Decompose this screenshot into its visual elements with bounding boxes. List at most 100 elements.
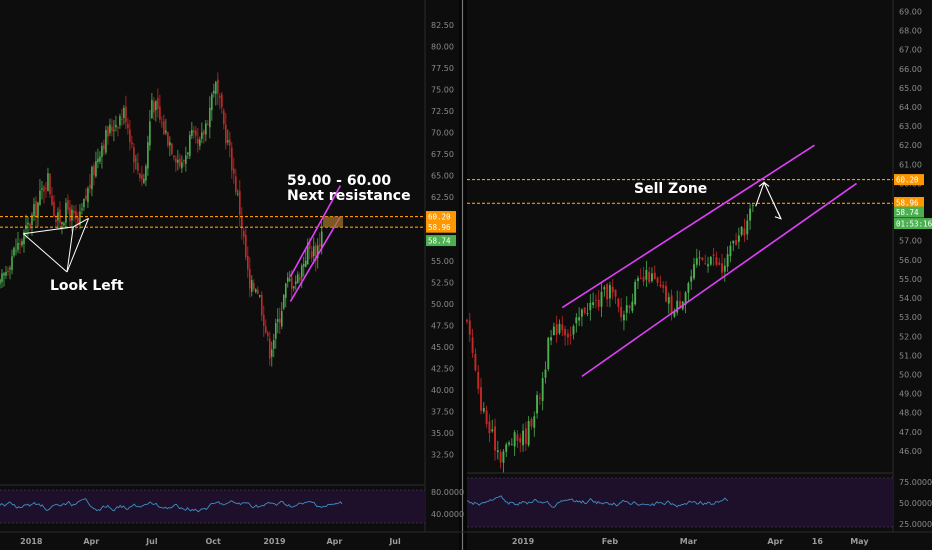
candle-body xyxy=(233,168,235,174)
candle-body xyxy=(614,289,617,297)
candle-body xyxy=(9,267,11,270)
left-chart-price-badge xyxy=(426,211,456,223)
candle-body xyxy=(167,132,169,146)
candle-body xyxy=(51,195,53,206)
candle-body xyxy=(87,188,89,203)
right-chart-y-tick-label: 47.00 xyxy=(899,428,922,437)
right-chart-y-tick-label: 50.00 xyxy=(899,370,922,379)
candle-body xyxy=(258,294,261,297)
candle-body xyxy=(95,161,97,177)
candle-body xyxy=(715,256,718,265)
candle-body xyxy=(231,147,233,171)
candle-body xyxy=(43,186,45,192)
candle-body xyxy=(175,158,177,163)
left-chart-y-tick-label: 72.50 xyxy=(431,107,454,116)
candle-body xyxy=(81,208,83,210)
right-chart-rsi-line xyxy=(466,495,729,508)
left-chart-y-tick-label: 42.50 xyxy=(431,364,454,373)
right-chart-y-tick-label: 66.00 xyxy=(899,65,922,74)
right-chart-y-tick-label: 55.00 xyxy=(899,275,922,284)
right-chart-y-tick-label: 62.00 xyxy=(899,141,922,150)
candle-body xyxy=(49,173,51,195)
candle-body xyxy=(272,340,275,349)
right-chart-x-tick-label: 16 xyxy=(812,537,824,546)
left-chart-y-tick-label: 35.00 xyxy=(431,429,454,438)
candle-body xyxy=(253,283,255,290)
candle-body xyxy=(215,81,217,94)
left-chart-x-tick-label: Jul xyxy=(388,537,401,546)
left-chart-price-badge xyxy=(426,221,456,233)
candle-body xyxy=(482,408,485,412)
right-chart-rsi-tick-label: 75.0000 xyxy=(899,478,932,487)
candle-body xyxy=(3,273,5,276)
left-chart-y-tick-label: 75.00 xyxy=(431,86,454,95)
candle-body xyxy=(304,260,307,267)
left-chart-candles xyxy=(0,72,323,367)
candle-body xyxy=(266,332,269,336)
right-chart-y-tick-label: 64.00 xyxy=(899,103,922,112)
candle-body xyxy=(617,298,620,307)
candle-body xyxy=(306,242,309,265)
left-chart-channel-upper-line xyxy=(289,185,342,277)
candle-body xyxy=(177,159,179,163)
candle-body xyxy=(135,159,137,161)
candle-body xyxy=(583,307,586,313)
candle-body xyxy=(195,130,197,136)
candle-body xyxy=(221,94,223,108)
candle-body xyxy=(153,101,155,113)
candle-body xyxy=(227,140,229,143)
candle-body xyxy=(600,291,603,307)
candle-body xyxy=(115,124,117,128)
candle-body xyxy=(622,314,625,321)
left-chart-y-tick-label: 77.50 xyxy=(431,64,454,73)
right-chart-y-tick-label: 46.00 xyxy=(899,447,922,456)
candle-body xyxy=(169,142,171,146)
forecast-arrowhead xyxy=(774,211,782,220)
candle-body xyxy=(127,123,129,129)
left-chart-y-tick-label: 47.50 xyxy=(431,322,454,331)
right-chart-y-tick-label: 67.00 xyxy=(899,46,922,55)
candle-body xyxy=(676,300,679,313)
candle-body xyxy=(123,107,125,119)
candle-body xyxy=(485,410,488,425)
right-chart-y-tick-label: 49.00 xyxy=(899,390,922,399)
candle-body xyxy=(580,309,583,317)
candle-body xyxy=(642,276,645,282)
candle-body xyxy=(217,79,219,94)
right-chart-rsi-tick-label: 50.0000 xyxy=(899,499,932,508)
candle-body xyxy=(241,216,243,229)
candle-body xyxy=(608,285,611,299)
candle-body xyxy=(93,165,95,176)
candle-body xyxy=(254,289,257,293)
candle-body xyxy=(592,302,595,306)
forecast-path-arrow xyxy=(755,181,782,219)
candle-body xyxy=(572,326,575,335)
candle-body xyxy=(687,283,690,293)
candle-body xyxy=(555,324,558,335)
next-resistance-label: Next resistance xyxy=(287,188,411,204)
candle-body xyxy=(519,438,522,443)
candle-body xyxy=(61,221,63,225)
candle-body xyxy=(597,299,600,307)
candle-body xyxy=(85,195,87,200)
right-chart-y-tick-label: 53.00 xyxy=(899,313,922,322)
candle-body xyxy=(71,209,73,221)
left-chart-y-tick-label: 70.00 xyxy=(431,128,454,137)
candle-body xyxy=(79,211,81,226)
candle-body xyxy=(249,269,251,289)
candle-body xyxy=(145,166,147,181)
candle-body xyxy=(732,240,735,244)
candle-body xyxy=(256,289,259,294)
candle-body xyxy=(183,160,185,162)
candle-body xyxy=(7,270,9,273)
candle-body xyxy=(77,216,79,226)
candle-body xyxy=(294,281,297,285)
candle-body xyxy=(721,263,723,273)
candle-body xyxy=(628,305,631,309)
right-chart-y-tick-label: 68.00 xyxy=(899,27,922,36)
candle-body xyxy=(729,245,732,257)
candle-body xyxy=(286,277,289,282)
left-chart-y-tick-label: 82.50 xyxy=(431,21,454,30)
candle-body xyxy=(97,158,99,163)
